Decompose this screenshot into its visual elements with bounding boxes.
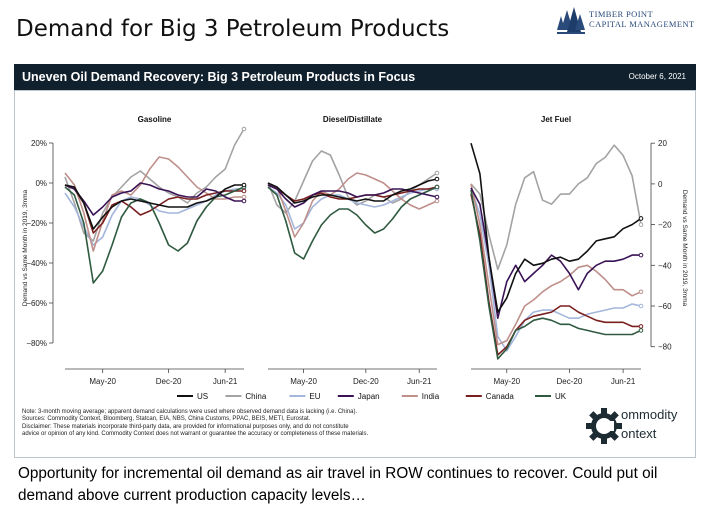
series-line-china	[470, 144, 642, 271]
x-tick-label: Jun-21	[213, 377, 238, 386]
y-tick-label: −40	[658, 261, 672, 270]
chart-title: Diesel/Distillate	[323, 115, 383, 124]
series-end-point-uk	[638, 328, 644, 333]
y-tick-label: 0%	[35, 179, 47, 188]
legend-label-eu: EU	[309, 392, 320, 401]
legend-label-canada: Canada	[486, 392, 515, 401]
series-end-point-us	[241, 182, 247, 188]
y-tick-label: −60%	[26, 299, 47, 308]
logo-text: TIMBER POINT CAPITAL MANAGEMENT	[589, 9, 695, 29]
series-end-point-china	[241, 126, 247, 132]
series-line-japan	[267, 184, 438, 208]
gear-icon	[586, 408, 622, 444]
timber-point-logo: TIMBER POINT CAPITAL MANAGEMENT	[556, 4, 706, 42]
y-tick-label: −80%	[26, 339, 47, 348]
y-tick-label: 20%	[31, 139, 47, 148]
series-end-point-japan	[241, 198, 247, 204]
x-tick-label: Jun-21	[407, 377, 432, 386]
legend-label-china: China	[245, 392, 266, 401]
chart-panel-3: Jet Fuel May-20 Dec-20 Jun-21 20 0 −20 −40 −60 −8…	[470, 115, 688, 386]
y-axis-label: Demand vs Same Month in 2019, 3mma	[681, 190, 688, 307]
series-end-point-china	[638, 222, 644, 227]
y-tick-label: 0	[658, 180, 663, 189]
series-line-india	[470, 183, 642, 346]
logo-word-1: ommodity	[621, 407, 678, 422]
series-line-china	[267, 150, 438, 214]
series-end-point-india	[434, 198, 440, 204]
banner-title: Uneven Oil Demand Recovery: Big 3 Petrol…	[22, 70, 416, 84]
series-end-point-japan	[638, 252, 644, 258]
commodity-context-logo: ommodity ontext	[584, 404, 694, 450]
logo-word-2: ontext	[621, 426, 657, 441]
legend-label-uk: UK	[555, 392, 567, 401]
y-tick-label: −20	[658, 221, 672, 230]
series-line-uk	[64, 186, 245, 284]
logo-line-2: CAPITAL MANAGEMENT	[589, 19, 695, 29]
chart-title: Gasoline	[138, 115, 172, 124]
logo-line-1: TIMBER POINT	[589, 9, 654, 19]
legend-label-india: India	[422, 392, 440, 401]
series-end-point-eu	[638, 303, 644, 309]
tree-cluster-icon	[557, 7, 585, 34]
banner-date: October 6, 2021	[628, 72, 686, 81]
legend-label-japan: Japan	[358, 392, 380, 401]
series-line-us	[470, 142, 642, 313]
charts-svg: Gasoline May-20 Dec-20 Jun-21 20% 0% −20% −40% −…	[22, 115, 688, 401]
x-tick-label: May-20	[89, 377, 116, 386]
y-tick-label: −60	[658, 302, 672, 311]
series-end-point-china	[434, 170, 440, 176]
footnote-disclaimer-1: Disclaimer: These materials incorporate …	[22, 423, 349, 430]
series-end-point-us	[638, 216, 644, 221]
chart-panel-1: Gasoline May-20 Dec-20 Jun-21 20% 0% −20% −40% −…	[22, 115, 247, 386]
slide-caption: Opportunity for incremental oil demand a…	[18, 465, 658, 504]
footnote-sources: Sources: Commodity Context, Bloomberg, S…	[22, 416, 311, 423]
chart-banner: Uneven Oil Demand Recovery: Big 3 Petrol…	[14, 64, 696, 90]
series-line-us	[267, 178, 438, 204]
series-line-uk	[267, 186, 438, 260]
x-tick-label: Dec-20	[557, 377, 583, 386]
series-line-japan	[470, 187, 641, 319]
series-end-point-canada	[638, 324, 644, 329]
series-line-canada	[64, 184, 244, 234]
x-tick-label: Dec-20	[156, 377, 182, 386]
series-line-uk	[470, 189, 642, 360]
series-line-japan	[64, 182, 244, 216]
footnote: Note: 3-month moving average; apparent d…	[22, 409, 492, 438]
chart-panel: Gasoline May-20 Dec-20 Jun-21 20% 0% −20% −40% −…	[14, 90, 696, 458]
y-tick-label: −40%	[26, 259, 47, 268]
series-line-us	[64, 184, 244, 230]
x-tick-label: May-20	[493, 377, 520, 386]
y-tick-label: −20%	[26, 219, 47, 228]
series-end-point-canada	[241, 188, 247, 194]
series-end-point-uk	[434, 184, 440, 190]
series-line-india	[267, 172, 438, 238]
footnote-note: Note: 3-month moving average; apparent d…	[22, 409, 358, 415]
series-line-canada	[470, 193, 641, 356]
slide-title: Demand for Big 3 Petroleum Products	[16, 16, 450, 42]
legend-label-us: US	[197, 392, 208, 401]
series-end-point-us	[434, 176, 440, 182]
y-tick-label: −80	[658, 343, 672, 352]
series-end-point-india	[241, 194, 247, 200]
x-tick-label: Jun-21	[611, 377, 636, 386]
x-tick-label: Dec-20	[353, 377, 379, 386]
chart-legend: US China EU Japan India Canada UK	[177, 392, 567, 401]
series-line-eu	[267, 186, 437, 230]
series-line-eu	[470, 187, 642, 352]
y-tick-label: 20	[658, 139, 667, 148]
series-end-point-japan	[434, 194, 440, 200]
footnote-disclaimer-2: advice or opinion of any kind. Commodity…	[22, 430, 369, 437]
x-tick-label: May-20	[290, 377, 317, 386]
y-axis-label: Demand vs Same Month in 2019, 3mma	[22, 189, 29, 306]
series-end-point-india	[638, 289, 644, 295]
chart-title: Jet Fuel	[541, 115, 571, 124]
chart-panel-2: Diesel/Distillate May-20 Dec-20 Jun-21	[267, 115, 440, 386]
series-line-china	[64, 128, 245, 242]
